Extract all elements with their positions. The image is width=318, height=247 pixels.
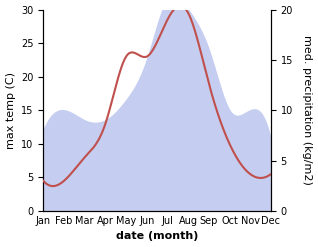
Y-axis label: max temp (C): max temp (C) — [5, 72, 16, 149]
X-axis label: date (month): date (month) — [116, 231, 198, 242]
Y-axis label: med. precipitation (kg/m2): med. precipitation (kg/m2) — [302, 35, 313, 185]
